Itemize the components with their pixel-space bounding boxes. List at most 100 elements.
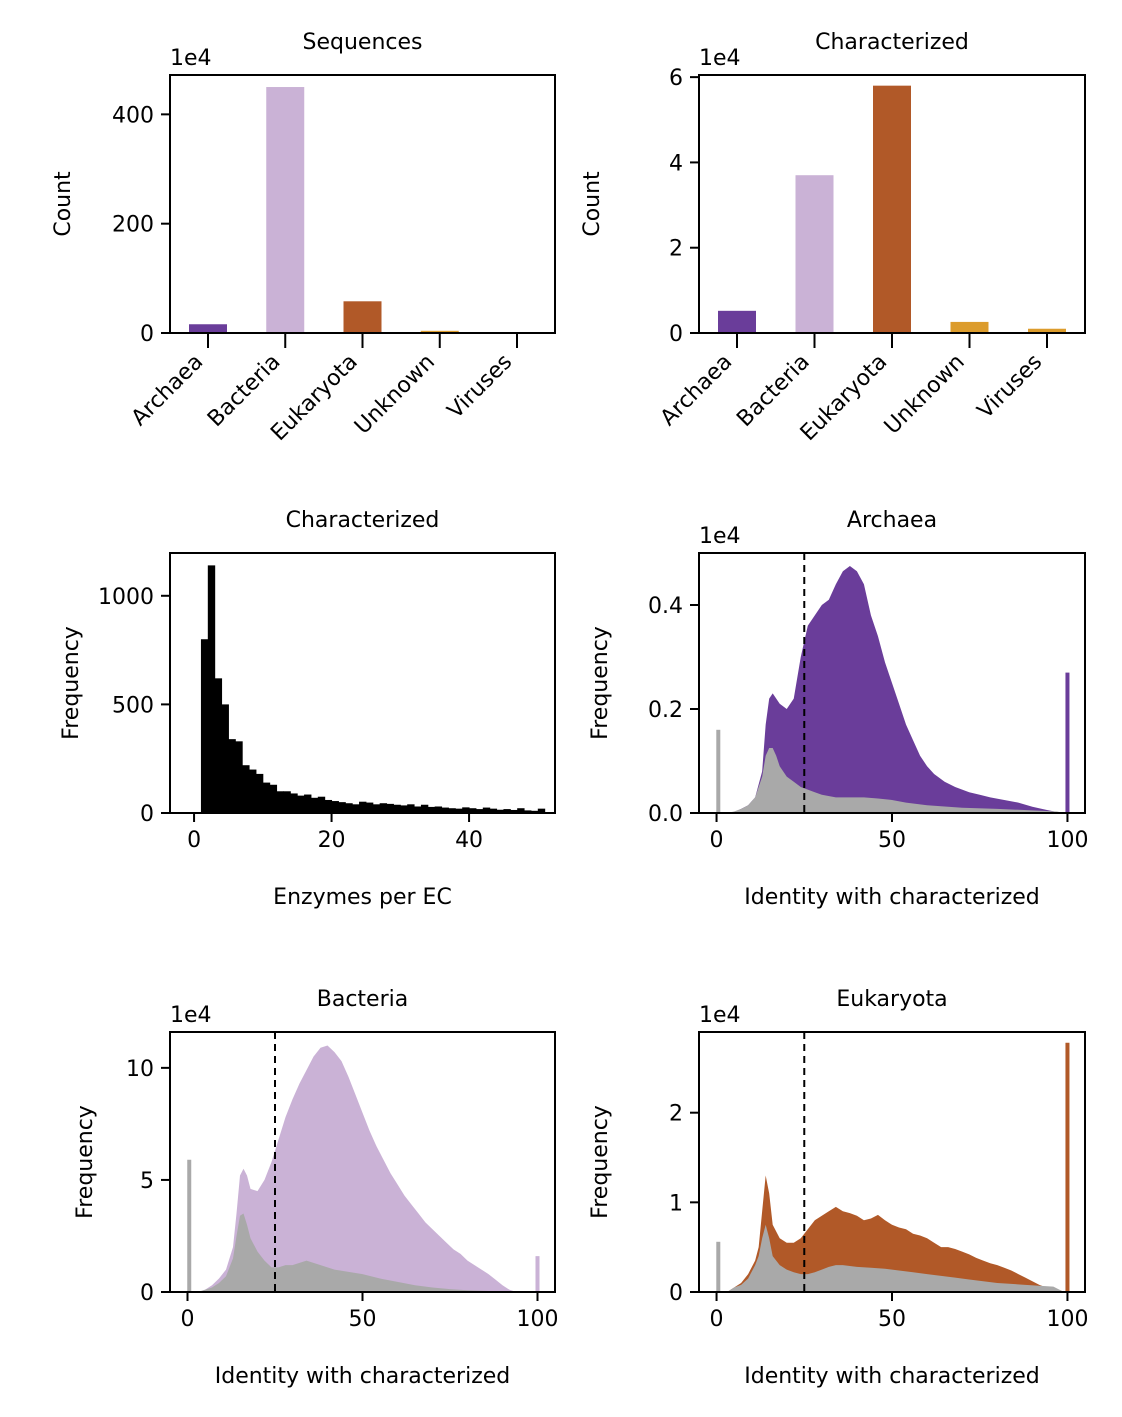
x-tick-label: Unknown (350, 350, 440, 440)
panel-enzymes-per-ec-hist: 0 500 1000 0 20 40 Characterized Frequency Enzym… (59, 508, 556, 910)
hist-bar (290, 793, 298, 813)
y-tick-label: 4 (669, 151, 683, 176)
hist-bar (221, 704, 229, 813)
hist-bar (537, 808, 546, 813)
x-tick-label: 50 (878, 1307, 906, 1332)
y-tick-label: 0.4 (648, 594, 683, 619)
hist-bar (489, 808, 498, 813)
hist-bar (524, 810, 532, 813)
y-tick-label: 200 (112, 213, 154, 238)
y-axis-label: Count (580, 171, 605, 237)
hist-area-archaea (727, 566, 1064, 813)
x-axis-label: Enzymes per EC (273, 885, 452, 910)
hist-bar (441, 807, 449, 813)
hist-bar (297, 795, 305, 813)
hist-bar (510, 809, 518, 813)
y-tick-label: 0 (140, 1281, 154, 1306)
y-tick-label: 0 (140, 322, 154, 347)
axis-offset-text: 1e4 (170, 1003, 212, 1028)
hist-spike (716, 1241, 721, 1292)
chart-title: Eukaryota (836, 987, 947, 1012)
hist-bar (427, 806, 436, 813)
hist-bar (249, 769, 257, 813)
bar-archaea (189, 324, 227, 333)
x-tick-label: 100 (1046, 1307, 1088, 1332)
y-axis-label: Frequency (73, 1105, 98, 1219)
axis-offset-text: 1e4 (699, 524, 741, 549)
y-axis-label: Count (51, 171, 76, 237)
panel-eukaryota-identity-hist: 0 1 2 0 50 100 Eukaryota 1e4 Frequency Identity w… (588, 987, 1088, 1389)
bar-unknown (950, 321, 989, 333)
y-axis-label: Frequency (588, 1105, 613, 1219)
x-tick-label: Viruses (443, 350, 517, 424)
axis-offset-text: 1e4 (170, 46, 212, 71)
chart-title: Archaea (847, 508, 937, 533)
x-tick-label: 0 (181, 1307, 195, 1332)
bar-viruses (1028, 328, 1066, 333)
bar-eukaryota (873, 85, 911, 333)
hist-bar (331, 801, 339, 813)
y-tick-label: 1000 (98, 585, 154, 610)
x-tick-label: Bacteria (732, 350, 814, 432)
hist-bar (200, 639, 209, 813)
hist-bar (338, 802, 346, 813)
x-tick-label: 40 (455, 828, 483, 853)
hist-spike (1065, 1042, 1070, 1292)
hist-bar (420, 804, 429, 813)
hist-bar (448, 808, 456, 813)
hist-bar (324, 799, 333, 813)
y-tick-label: 0 (669, 1281, 683, 1306)
hist-bar (304, 794, 312, 813)
hist-bar (317, 796, 326, 813)
y-tick-label: 2 (669, 237, 683, 262)
x-axis-label: Identity with characterized (744, 885, 1040, 910)
hist-bar (400, 805, 408, 813)
y-tick-label: 0.0 (648, 802, 683, 827)
y-tick-label: 0.2 (648, 698, 683, 723)
x-tick-label: 50 (878, 828, 906, 853)
y-tick-label: 1 (669, 1191, 683, 1216)
hist-bar (414, 806, 422, 813)
bar-bacteria (795, 175, 834, 333)
hist-bar (455, 808, 463, 813)
chart-title: Bacteria (317, 987, 408, 1012)
y-axis-label: Frequency (59, 626, 84, 740)
x-axis-label: Identity with characterized (744, 1364, 1040, 1389)
x-tick-label: Viruses (973, 350, 1047, 424)
hist-area-bacteria (198, 1045, 517, 1292)
hist-bar (386, 803, 394, 813)
axis-offset-text: 1e4 (699, 1003, 741, 1028)
hist-bar (462, 807, 470, 813)
hist-bar (503, 809, 511, 813)
hist-bar (393, 804, 401, 813)
x-tick-label: 0 (710, 1307, 724, 1332)
hist-spike (535, 1256, 540, 1292)
hist-spike (187, 1159, 192, 1292)
hist-bar (475, 809, 484, 813)
x-tick-label: Archaea (656, 350, 737, 431)
y-tick-label: 6 (669, 66, 683, 91)
hist-area-hist_grey (198, 1213, 517, 1292)
x-tick-label: 50 (349, 1307, 377, 1332)
chart-title: Sequences (303, 30, 423, 55)
hist-bar (352, 804, 360, 813)
hist-bar (276, 791, 284, 813)
y-tick-label: 10 (126, 1057, 154, 1082)
hist-bar (262, 782, 271, 813)
y-tick-label: 400 (112, 103, 154, 128)
axes-frame (169, 74, 556, 334)
hist-bar (228, 739, 236, 813)
hist-bar (283, 791, 291, 813)
hist-bar (345, 803, 353, 813)
hist-bar (482, 807, 491, 813)
hist-bar (379, 803, 388, 813)
hist-bar (496, 809, 504, 813)
x-axis-label: Identity with characterized (215, 1364, 511, 1389)
x-tick-label: 100 (517, 1307, 559, 1332)
hist-bar (310, 797, 319, 813)
hist-spike (716, 729, 721, 813)
hist-bar (255, 773, 264, 813)
